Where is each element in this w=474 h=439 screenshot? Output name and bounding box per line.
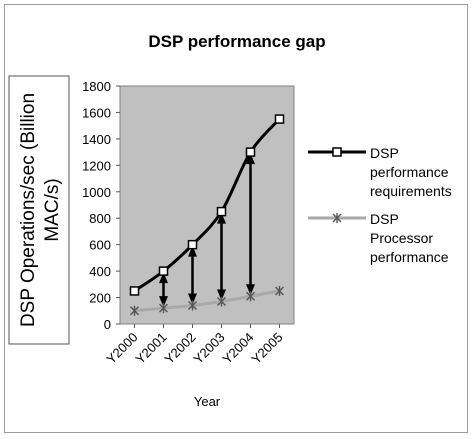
y-tick-label: 1400: [82, 132, 111, 147]
gap-arrowhead-up: [217, 212, 226, 224]
plot-area: [119, 85, 295, 325]
data-point-requirements: [129, 286, 140, 296]
data-point-requirements: [274, 114, 285, 124]
legend: DSP performance requirements DSP Process…: [308, 145, 452, 265]
legend-marker-requirements: [332, 147, 342, 157]
y-tick-label: 400: [89, 264, 111, 279]
legend-label-requirements-1: DSP: [370, 145, 399, 161]
data-point-requirements: [245, 147, 256, 157]
data-point-requirements: [216, 206, 227, 217]
y-tick-label: 1200: [82, 158, 111, 173]
y-tick-label: 1600: [82, 105, 111, 120]
y-tick-label: 200: [89, 291, 111, 306]
gap-arrowhead-down: [188, 293, 197, 305]
data-point-processor: [188, 300, 197, 311]
x-tick-label: Y2004: [219, 330, 256, 367]
x-axis-label: Year: [194, 394, 221, 409]
y-tick-label: 600: [89, 238, 111, 253]
data-point-processor: [246, 291, 255, 302]
x-tick-label: Y2001: [132, 330, 169, 367]
y-axis-label: DSP Operations/sec (Billion MAC/s): [18, 93, 63, 327]
chart-title: DSP performance gap: [148, 32, 325, 51]
legend-marker-processor: [332, 213, 342, 223]
data-point-processor: [159, 303, 168, 314]
y-axis-label-line-2: MAC/s): [42, 178, 63, 241]
x-tick-label: Y2003: [190, 330, 227, 367]
data-point-processor: [217, 296, 226, 307]
legend-label-requirements-3: requirements: [370, 183, 452, 199]
y-axis-label-line-1: DSP Operations/sec (Billion: [18, 93, 39, 327]
y-axis-label-box: [8, 75, 70, 345]
data-point-requirements: [158, 266, 169, 276]
x-tick-label: Y2002: [161, 330, 198, 367]
y-tick-label: 1000: [82, 185, 111, 200]
data-point-requirements: [187, 239, 198, 250]
gap-arrowhead-up: [246, 153, 255, 165]
x-tick-label: Y2005: [248, 330, 285, 367]
y-tick-label: 800: [89, 211, 111, 226]
y-tick-label: 1800: [82, 79, 111, 94]
gap-arrowhead-down: [246, 284, 255, 296]
y-tick-label: 0: [104, 317, 111, 332]
series-line-processor: [134, 289, 280, 313]
x-tick-label: Y2000: [103, 330, 140, 367]
gap-arrowhead-down: [159, 296, 168, 308]
legend-label-processor-3: performance: [370, 249, 449, 265]
gap-arrowhead-up: [159, 272, 168, 284]
gap-arrowhead-up: [188, 245, 197, 257]
chart-frame: [4, 4, 468, 433]
data-point-processor: [130, 305, 139, 316]
gap-arrowhead-down: [217, 289, 226, 301]
legend-label-processor-2: Processor: [370, 230, 433, 246]
data-point-processor: [275, 285, 284, 296]
legend-label-requirements-2: performance: [370, 164, 449, 180]
legend-label-processor-1: DSP: [370, 211, 399, 227]
